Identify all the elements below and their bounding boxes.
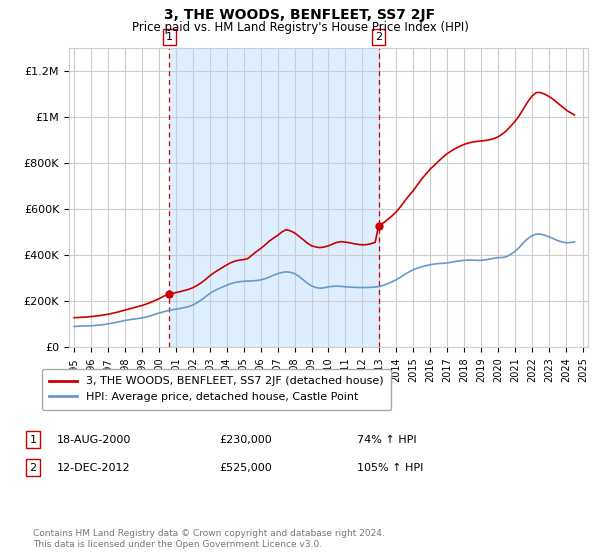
Text: 18-AUG-2000: 18-AUG-2000 [57,435,131,445]
Text: 1: 1 [29,435,37,445]
Text: Price paid vs. HM Land Registry's House Price Index (HPI): Price paid vs. HM Land Registry's House … [131,21,469,34]
Text: 2: 2 [375,32,382,42]
Legend: 3, THE WOODS, BENFLEET, SS7 2JF (detached house), HPI: Average price, detached h: 3, THE WOODS, BENFLEET, SS7 2JF (detache… [41,368,391,410]
Text: £230,000: £230,000 [219,435,272,445]
Text: 105% ↑ HPI: 105% ↑ HPI [357,463,424,473]
Text: 1: 1 [166,32,173,42]
Text: 3, THE WOODS, BENFLEET, SS7 2JF: 3, THE WOODS, BENFLEET, SS7 2JF [164,8,436,22]
Text: Contains HM Land Registry data © Crown copyright and database right 2024.
This d: Contains HM Land Registry data © Crown c… [33,529,385,549]
Text: 2: 2 [29,463,37,473]
Text: £525,000: £525,000 [219,463,272,473]
Bar [169,48,379,347]
Text: 74% ↑ HPI: 74% ↑ HPI [357,435,416,445]
Text: 12-DEC-2012: 12-DEC-2012 [57,463,131,473]
